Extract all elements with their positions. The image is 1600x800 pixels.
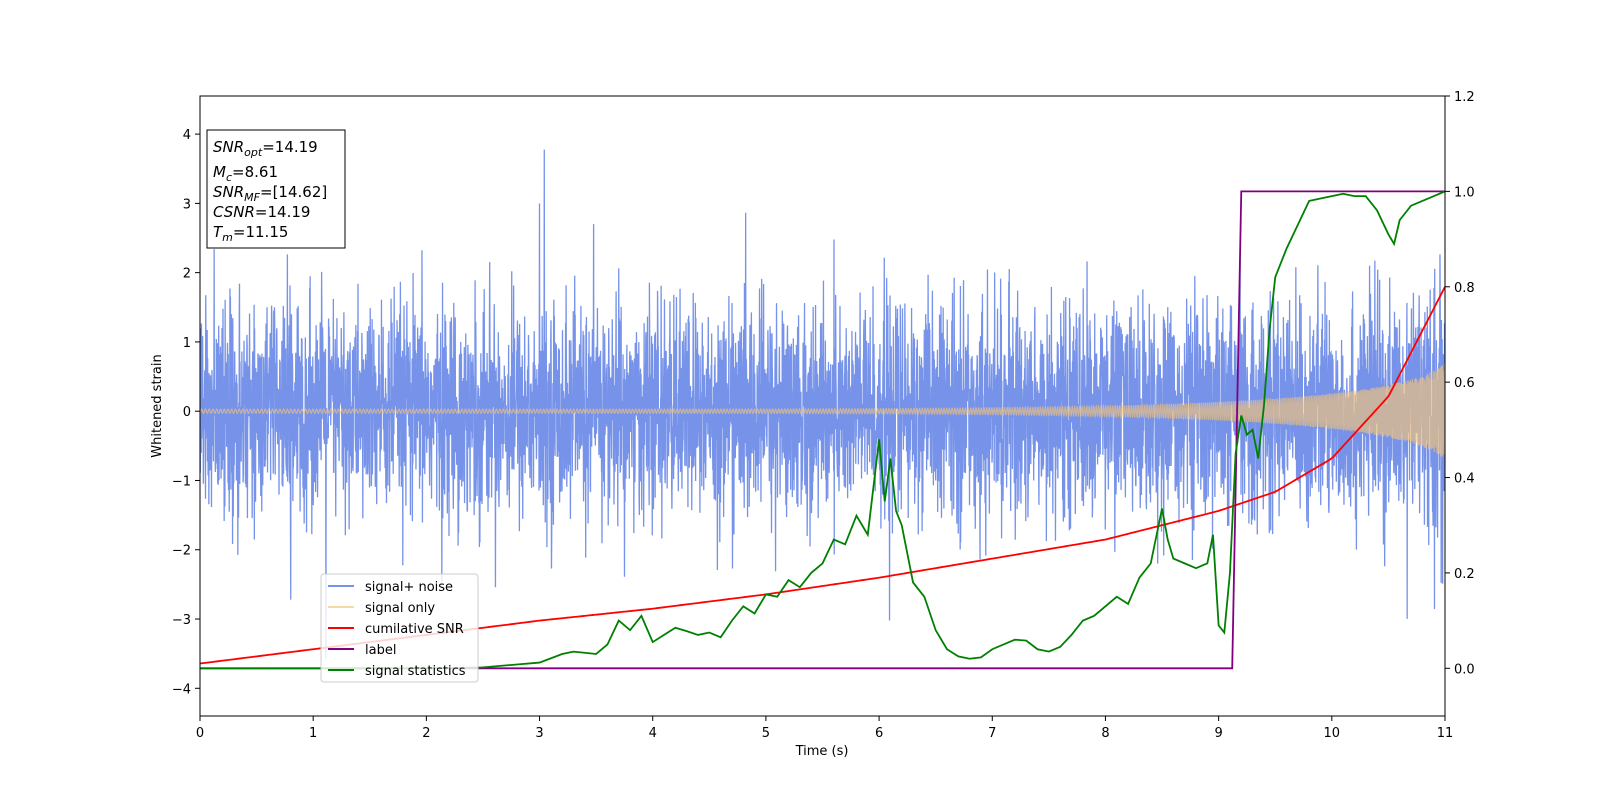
x-tick-label: 7 [988, 726, 996, 741]
legend: signal+ noise signal only cumilative SNR la… [320, 573, 479, 683]
x-tick-label: 8 [1101, 726, 1109, 741]
x-tick-label: 4 [649, 726, 657, 741]
x-tick-label: 3 [535, 726, 543, 741]
x-tick-label: 6 [875, 726, 883, 741]
annotation-frame [206, 129, 346, 249]
y2-tick-label: 0.0 [1454, 662, 1475, 677]
y2-tick-label: 0.2 [1454, 567, 1475, 582]
x-tick-label: 1 [309, 726, 317, 741]
y-tick-label: 4 [183, 128, 191, 143]
plot-frame [199, 95, 1446, 717]
legend-entry: label [365, 643, 396, 658]
x-tick-label: 11 [1437, 726, 1454, 741]
x-tick-label: 10 [1324, 726, 1341, 741]
y-axis-right: 0.0 0.2 0.4 0.6 0.8 1.0 1.2 [1445, 90, 1475, 677]
x-axis: 0 1 2 3 4 5 6 7 8 9 10 11 [196, 716, 1453, 741]
y2-tick-label: 0.8 [1454, 281, 1475, 296]
series-signal-statistics [200, 190, 1445, 670]
y2-tick-label: 0.6 [1454, 376, 1475, 391]
annotation-box: SNRopt=14.19 Mc=8.61SNRMF=[14.62]CSNR=14.… [206, 129, 346, 249]
y-axis-left: −4 −3 −2 −1 0 1 2 3 4 [172, 128, 200, 697]
x-tick-label: 2 [422, 726, 430, 741]
y-tick-label: 3 [183, 197, 191, 212]
y2-tick-label: 0.4 [1454, 472, 1475, 487]
annotation-line: CSNR=14.19 [213, 203, 310, 221]
annotation-line: Tm=11.15 [213, 223, 288, 244]
legend-entry: cumilative SNR [365, 622, 464, 637]
y-tick-label: −4 [172, 682, 191, 697]
legend-frame [320, 573, 479, 683]
y-tick-label: 0 [183, 405, 191, 420]
legend-entry: signal only [365, 601, 435, 616]
series-label [200, 190, 1445, 670]
y-tick-label: −3 [172, 613, 191, 628]
y-tick-label: 2 [183, 267, 191, 282]
x-axis-title: Time (s) [795, 744, 849, 759]
x-tick-label: 5 [762, 726, 770, 741]
x-tick-label: 0 [196, 726, 204, 741]
annotation-line: Mc=8.61 [213, 163, 278, 184]
x-tick-label: 9 [1214, 726, 1222, 741]
y-axis-title: Whitened strain [150, 354, 165, 457]
y-tick-label: 1 [183, 336, 191, 351]
legend-entry: signal+ noise [365, 580, 453, 595]
y-tick-label: −2 [172, 544, 191, 559]
y2-tick-label: 1.2 [1454, 90, 1475, 105]
annotation-line: SNRopt=14.19 [213, 138, 318, 159]
legend-entry: signal statistics [365, 664, 466, 679]
annotation-line: SNRMF=[14.62] [213, 183, 327, 204]
y2-tick-label: 1.0 [1454, 185, 1475, 200]
y-tick-label: −1 [172, 474, 191, 489]
